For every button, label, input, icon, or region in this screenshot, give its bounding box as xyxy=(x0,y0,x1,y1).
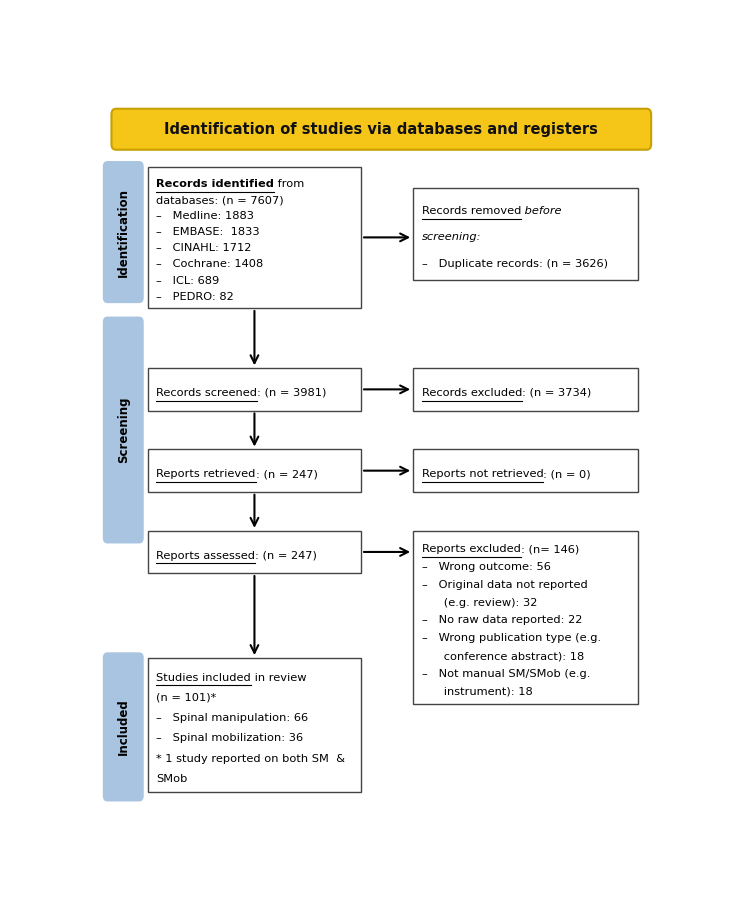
Text: Records removed: Records removed xyxy=(422,206,521,216)
Text: Reports not retrieved: Reports not retrieved xyxy=(422,469,543,479)
Text: Records excluded: Records excluded xyxy=(422,388,522,398)
Text: –   Medline: 1883: – Medline: 1883 xyxy=(156,211,254,221)
Text: Identification: Identification xyxy=(117,187,129,276)
Text: –   No raw data reported: 22: – No raw data reported: 22 xyxy=(422,615,582,625)
Text: Reports assessed: Reports assessed xyxy=(156,551,255,561)
Text: Screening: Screening xyxy=(117,397,129,464)
Bar xyxy=(148,658,361,792)
Text: Reports excluded: Reports excluded xyxy=(422,544,521,554)
Text: Included: Included xyxy=(117,699,129,756)
Text: : (n = 3981): : (n = 3981) xyxy=(257,388,327,398)
Text: –   Not manual SM/SMob (e.g.: – Not manual SM/SMob (e.g. xyxy=(422,669,590,678)
Text: Records screened: Records screened xyxy=(156,388,257,398)
Text: in review: in review xyxy=(251,673,307,683)
Text: –   Cochrane: 1408: – Cochrane: 1408 xyxy=(156,260,263,270)
Bar xyxy=(413,368,638,410)
Text: : (n = 0): : (n = 0) xyxy=(543,469,591,479)
Text: –   PEDRO: 82: – PEDRO: 82 xyxy=(156,292,234,302)
Text: from: from xyxy=(275,179,304,189)
Text: –   ICL: 689: – ICL: 689 xyxy=(156,275,219,285)
FancyBboxPatch shape xyxy=(103,317,144,543)
Text: conference abstract): 18: conference abstract): 18 xyxy=(422,651,584,661)
Text: * 1 study reported on both SM  &: * 1 study reported on both SM & xyxy=(156,754,345,764)
Text: Studies included: Studies included xyxy=(156,673,251,683)
Text: before: before xyxy=(521,206,562,216)
Text: Reports retrieved: Reports retrieved xyxy=(156,469,256,479)
Bar xyxy=(413,188,638,280)
Text: –   Spinal manipulation: 66: – Spinal manipulation: 66 xyxy=(156,713,309,723)
Text: –   EMBASE:  1833: – EMBASE: 1833 xyxy=(156,228,260,237)
FancyBboxPatch shape xyxy=(103,161,144,303)
Bar xyxy=(413,531,638,704)
Text: : (n = 3734): : (n = 3734) xyxy=(522,388,591,398)
FancyBboxPatch shape xyxy=(112,108,651,150)
Bar xyxy=(148,450,361,492)
FancyBboxPatch shape xyxy=(103,653,144,801)
Text: Records identified: Records identified xyxy=(156,179,275,189)
Text: Identification of studies via databases and registers: Identification of studies via databases … xyxy=(164,122,598,137)
Bar xyxy=(148,368,361,410)
Text: screening:: screening: xyxy=(422,232,481,242)
Bar xyxy=(413,450,638,492)
Text: –   CINAHL: 1712: – CINAHL: 1712 xyxy=(156,243,251,253)
Text: : (n = 247): : (n = 247) xyxy=(255,551,317,561)
Text: : (n = 247): : (n = 247) xyxy=(256,469,318,479)
Text: SMob: SMob xyxy=(156,774,187,784)
Text: –   Spinal mobilization: 36: – Spinal mobilization: 36 xyxy=(156,733,304,744)
Text: instrument): 18: instrument): 18 xyxy=(422,687,533,697)
Bar xyxy=(148,531,361,573)
Text: databases: (n = 7607): databases: (n = 7607) xyxy=(156,196,284,205)
Text: –   Original data not reported: – Original data not reported xyxy=(422,579,588,589)
Text: (n = 101)*: (n = 101)* xyxy=(156,693,217,703)
Text: –   Wrong publication type (e.g.: – Wrong publication type (e.g. xyxy=(422,633,601,644)
Text: (e.g. review): 32: (e.g. review): 32 xyxy=(422,598,537,608)
Text: –   Wrong outcome: 56: – Wrong outcome: 56 xyxy=(422,562,551,572)
Bar xyxy=(148,167,361,308)
Text: : (n= 146): : (n= 146) xyxy=(521,544,579,554)
Text: –   Duplicate records: (n = 3626): – Duplicate records: (n = 3626) xyxy=(422,259,608,269)
